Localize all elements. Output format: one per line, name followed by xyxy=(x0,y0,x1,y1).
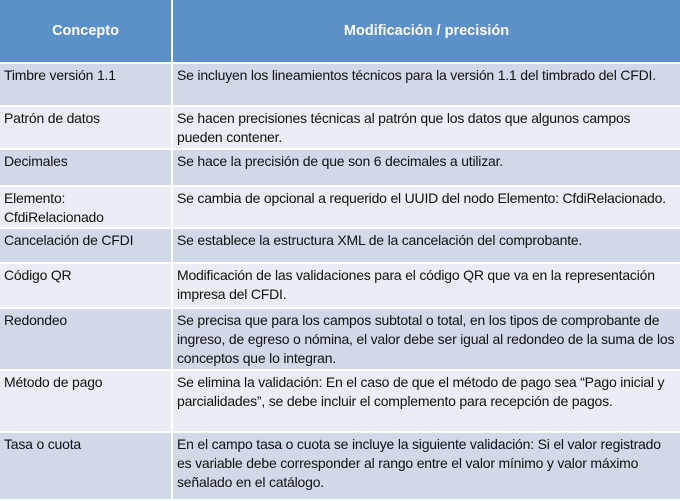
cell-detalle: Se hacen precisiones técnicas al patrón … xyxy=(172,106,680,150)
cell-concepto: Cancelación de CFDI xyxy=(0,228,173,264)
header-row: Concepto Modificación / precisión xyxy=(0,0,680,64)
cell-detalle: Se hace la precisión de que son 6 decima… xyxy=(172,149,680,187)
cell-detalle: En el campo tasa o cuota se incluye la s… xyxy=(172,432,680,501)
cell-concepto: Método de pago xyxy=(0,370,173,433)
table-row: Decimales Se hace la precisión de que son… xyxy=(0,149,680,187)
table-row: Patrón de datos Se hacen precisiones técn… xyxy=(0,106,680,150)
table-row: Elemento: CfdiRelacionado Se cambia de op… xyxy=(0,186,680,229)
cell-detalle: Modificación de las validaciones para el… xyxy=(172,263,680,309)
cell-detalle: Se incluyen los lineamientos técnicos pa… xyxy=(172,63,680,107)
cell-detalle: Se establece la estructura XML de la can… xyxy=(172,228,680,264)
cell-detalle: Se precisa que para los campos subtotal … xyxy=(172,308,680,371)
cell-concepto: Decimales xyxy=(0,149,173,187)
header-concepto: Concepto xyxy=(0,0,173,64)
cell-concepto: Elemento: CfdiRelacionado xyxy=(0,186,173,229)
cell-concepto: Código QR xyxy=(0,263,173,309)
cell-detalle: Se cambia de opcional a requerido el UUI… xyxy=(172,186,680,229)
cell-concepto: Patrón de datos xyxy=(0,106,173,150)
cell-concepto: Tasa o cuota xyxy=(0,432,173,501)
cell-concepto: Timbre versión 1.1 xyxy=(0,63,173,107)
table-row: Cancelación de CFDI Se establece la estru… xyxy=(0,228,680,264)
table-row: Método de pago Se elimina la validación: … xyxy=(0,370,680,433)
table-row: Redondeo Se precisa que para los campos s… xyxy=(0,308,680,371)
table-row: Tasa o cuota En el campo tasa o cuota se … xyxy=(0,432,680,501)
table-row: Código QR Modificación de las validacione… xyxy=(0,263,680,309)
cell-detalle: Se elimina la validación: En el caso de … xyxy=(172,370,680,433)
cell-concepto: Redondeo xyxy=(0,308,173,371)
header-modificacion: Modificación / precisión xyxy=(172,0,680,64)
table-row: Timbre versión 1.1 Se incluyen los lineam… xyxy=(0,63,680,107)
